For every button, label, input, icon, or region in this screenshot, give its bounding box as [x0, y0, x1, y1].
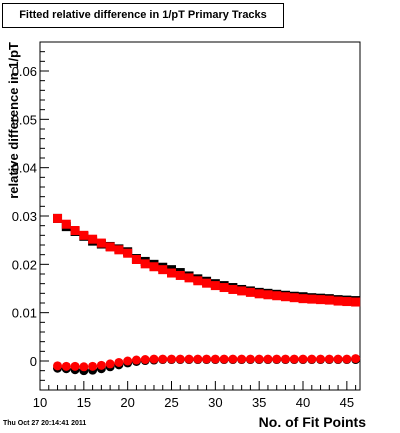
data-point-square — [333, 296, 343, 306]
x-tick-label: 45 — [340, 395, 354, 410]
data-point-circle — [228, 354, 238, 364]
data-point-square — [131, 255, 141, 264]
data-point-square — [324, 295, 334, 305]
data-point-circle — [289, 354, 299, 364]
data-point-square — [149, 262, 159, 272]
data-point-square — [158, 265, 168, 275]
data-point-square — [193, 276, 203, 286]
data-point-square — [114, 245, 124, 255]
y-tick-label: 0.04 — [12, 161, 37, 176]
data-point-square — [202, 278, 212, 288]
data-point-circle — [70, 361, 80, 371]
y-tick-label: 0.06 — [12, 64, 37, 79]
data-point-square — [96, 238, 106, 248]
data-point-circle — [96, 360, 106, 370]
timestamp: Thu Oct 27 20:14:41 2011 — [3, 420, 87, 427]
data-point-square — [298, 294, 308, 304]
data-point-circle — [53, 361, 63, 371]
x-tick-label: 10 — [33, 395, 47, 410]
data-point-square — [272, 291, 282, 301]
data-point-circle — [219, 354, 229, 364]
data-point-square — [289, 293, 299, 303]
data-point-circle — [237, 354, 247, 364]
data-point-square — [70, 226, 80, 235]
axis-layer: 10 15 20 25 30 35 40 45 0 0.01 0.02 0.03 0.04 0.05 0.0… — [12, 41, 357, 410]
data-point-square — [237, 286, 247, 296]
data-point-circle — [88, 361, 98, 371]
data-point-circle — [210, 354, 220, 364]
data-point-square — [210, 281, 220, 291]
data-point-circle — [175, 354, 185, 364]
data-point-circle — [202, 354, 212, 364]
data-point-circle — [149, 354, 159, 364]
data-point-square — [88, 234, 98, 244]
data-point-circle — [324, 354, 334, 364]
data-point-circle — [131, 355, 141, 365]
data-point-square — [316, 295, 326, 305]
data-point-square — [53, 213, 63, 223]
data-point-square — [140, 259, 150, 269]
data-point-circle — [316, 354, 326, 364]
data-point-square — [280, 292, 290, 302]
data-point-circle — [167, 354, 177, 364]
data-point-circle — [114, 357, 124, 367]
data-point-circle — [158, 354, 168, 364]
data-point-circle — [254, 354, 264, 364]
data-point-square — [263, 290, 273, 300]
data-point-square — [307, 294, 317, 304]
data-point-square — [228, 284, 238, 294]
data-point-square — [184, 273, 194, 283]
y-tick-label: 0.01 — [12, 306, 37, 321]
x-tick-label: 30 — [208, 395, 222, 410]
data-point-square — [351, 297, 361, 307]
data-point-square — [175, 270, 185, 280]
data-point-circle — [307, 354, 317, 364]
x-tick-label: 15 — [77, 395, 91, 410]
data-point-circle — [140, 355, 150, 365]
x-axis-label: No. of Fit Points — [259, 414, 367, 430]
data-point-square — [254, 289, 264, 299]
y-axis-label: relative difference in 1/pT — [6, 42, 21, 199]
data-point-circle — [272, 354, 282, 364]
data-point-circle — [79, 362, 89, 372]
data-point-circle — [298, 354, 308, 364]
frame-layer — [39, 41, 361, 391]
y-tick-label: 0.05 — [12, 112, 37, 127]
chart-title: Fitted relative difference in 1/pT Prima… — [19, 9, 267, 21]
data-point-square — [105, 242, 115, 252]
data-point-square — [123, 248, 133, 258]
data-point-circle — [193, 354, 203, 364]
data-point-circle — [123, 356, 133, 366]
x-tick-label: 35 — [252, 395, 266, 410]
data-point-square — [245, 287, 255, 297]
x-tick-label: 25 — [164, 395, 178, 410]
data-point-square — [79, 230, 89, 240]
x-tick-label: 20 — [120, 395, 134, 410]
data-point-circle — [351, 354, 361, 364]
y-tick-label: 0.03 — [12, 209, 37, 224]
data-point-circle — [105, 359, 115, 369]
data-point-circle — [184, 354, 194, 364]
data-point-circle — [342, 354, 352, 364]
y-tick-label: 0 — [30, 354, 37, 369]
data-point-circle — [333, 354, 343, 364]
data-point-circle — [263, 354, 273, 364]
y-tick-label: 0.02 — [12, 257, 37, 272]
data-point-circle — [245, 354, 255, 364]
marker-layer — [53, 213, 361, 376]
data-point-circle — [280, 354, 290, 364]
data-point-circle — [61, 361, 71, 371]
plot-frame — [39, 41, 361, 391]
data-point-square — [167, 268, 177, 278]
x-tick-label: 40 — [296, 395, 310, 410]
data-point-square — [342, 297, 352, 307]
chart-title-box: Fitted relative difference in 1/pT Prima… — [2, 3, 284, 28]
data-point-square — [61, 219, 71, 229]
data-point-square — [219, 283, 229, 293]
